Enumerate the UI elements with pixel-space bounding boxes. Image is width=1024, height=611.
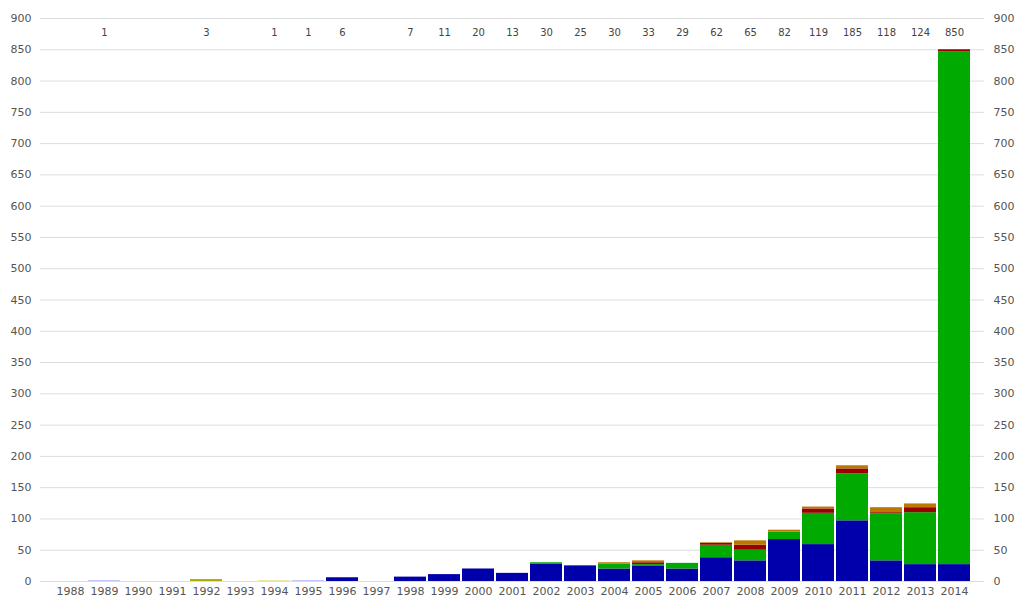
svg-text:1: 1 <box>101 27 107 38</box>
svg-text:2003: 2003 <box>567 585 595 598</box>
svg-text:900: 900 <box>11 12 32 25</box>
svg-text:350: 350 <box>11 356 32 369</box>
svg-text:1997: 1997 <box>363 585 391 598</box>
svg-text:600: 600 <box>994 200 1015 213</box>
svg-text:1988: 1988 <box>57 585 85 598</box>
svg-text:2010: 2010 <box>805 585 833 598</box>
svg-text:700: 700 <box>11 137 32 150</box>
svg-text:250: 250 <box>11 419 32 432</box>
svg-text:1999: 1999 <box>431 585 459 598</box>
svg-text:400: 400 <box>994 325 1015 338</box>
svg-text:250: 250 <box>994 419 1015 432</box>
svg-text:20: 20 <box>472 27 485 38</box>
svg-text:50: 50 <box>18 544 32 557</box>
svg-text:850: 850 <box>11 43 32 56</box>
svg-text:100: 100 <box>994 512 1015 525</box>
svg-text:2004: 2004 <box>601 585 629 598</box>
svg-text:50: 50 <box>994 544 1008 557</box>
svg-text:750: 750 <box>994 106 1015 119</box>
svg-text:0: 0 <box>994 575 1001 588</box>
svg-text:2005: 2005 <box>635 585 663 598</box>
svg-text:1998: 1998 <box>397 585 425 598</box>
svg-text:600: 600 <box>11 200 32 213</box>
svg-text:2009: 2009 <box>771 585 799 598</box>
svg-text:2007: 2007 <box>703 585 731 598</box>
svg-text:150: 150 <box>994 481 1015 494</box>
svg-text:0: 0 <box>25 575 32 588</box>
svg-text:118: 118 <box>877 27 896 38</box>
svg-text:300: 300 <box>11 387 32 400</box>
svg-text:650: 650 <box>994 168 1015 181</box>
svg-text:200: 200 <box>994 450 1015 463</box>
svg-text:400: 400 <box>11 325 32 338</box>
svg-text:2011: 2011 <box>839 585 867 598</box>
svg-text:30: 30 <box>608 27 621 38</box>
svg-text:1: 1 <box>271 27 277 38</box>
svg-text:100: 100 <box>11 512 32 525</box>
svg-text:1: 1 <box>305 27 311 38</box>
svg-text:1993: 1993 <box>227 585 255 598</box>
svg-text:33: 33 <box>642 27 655 38</box>
svg-text:6: 6 <box>339 27 345 38</box>
svg-text:82: 82 <box>778 27 791 38</box>
svg-text:2000: 2000 <box>465 585 493 598</box>
svg-text:500: 500 <box>994 262 1015 275</box>
svg-text:800: 800 <box>11 75 32 88</box>
svg-text:200: 200 <box>11 450 32 463</box>
svg-text:300: 300 <box>994 387 1015 400</box>
svg-text:29: 29 <box>676 27 689 38</box>
svg-text:700: 700 <box>994 137 1015 150</box>
svg-text:750: 750 <box>11 106 32 119</box>
svg-text:850: 850 <box>945 27 964 38</box>
svg-text:2001: 2001 <box>499 585 527 598</box>
svg-text:119: 119 <box>809 27 828 38</box>
svg-text:2014: 2014 <box>941 585 969 598</box>
svg-text:450: 450 <box>994 294 1015 307</box>
svg-text:450: 450 <box>11 294 32 307</box>
svg-text:550: 550 <box>11 231 32 244</box>
svg-text:1990: 1990 <box>125 585 153 598</box>
svg-text:550: 550 <box>994 231 1015 244</box>
svg-text:900: 900 <box>994 12 1015 25</box>
svg-text:2008: 2008 <box>737 585 765 598</box>
svg-text:3: 3 <box>203 27 209 38</box>
svg-text:1994: 1994 <box>261 585 289 598</box>
svg-text:13: 13 <box>506 27 519 38</box>
svg-text:500: 500 <box>11 262 32 275</box>
svg-text:2012: 2012 <box>873 585 901 598</box>
svg-text:65: 65 <box>744 27 757 38</box>
svg-text:185: 185 <box>843 27 862 38</box>
svg-text:2002: 2002 <box>533 585 561 598</box>
svg-text:1995: 1995 <box>295 585 323 598</box>
svg-text:800: 800 <box>994 75 1015 88</box>
svg-text:1989: 1989 <box>91 585 119 598</box>
svg-text:1991: 1991 <box>159 585 187 598</box>
svg-text:7: 7 <box>407 27 413 38</box>
svg-text:350: 350 <box>994 356 1015 369</box>
svg-text:2006: 2006 <box>669 585 697 598</box>
svg-text:25: 25 <box>574 27 587 38</box>
svg-text:30: 30 <box>540 27 553 38</box>
svg-text:150: 150 <box>11 481 32 494</box>
svg-text:124: 124 <box>911 27 930 38</box>
svg-text:2013: 2013 <box>907 585 935 598</box>
svg-text:650: 650 <box>11 168 32 181</box>
svg-text:1992: 1992 <box>193 585 221 598</box>
svg-text:1996: 1996 <box>329 585 357 598</box>
svg-text:62: 62 <box>710 27 723 38</box>
svg-text:850: 850 <box>994 43 1015 56</box>
svg-text:11: 11 <box>438 27 451 38</box>
